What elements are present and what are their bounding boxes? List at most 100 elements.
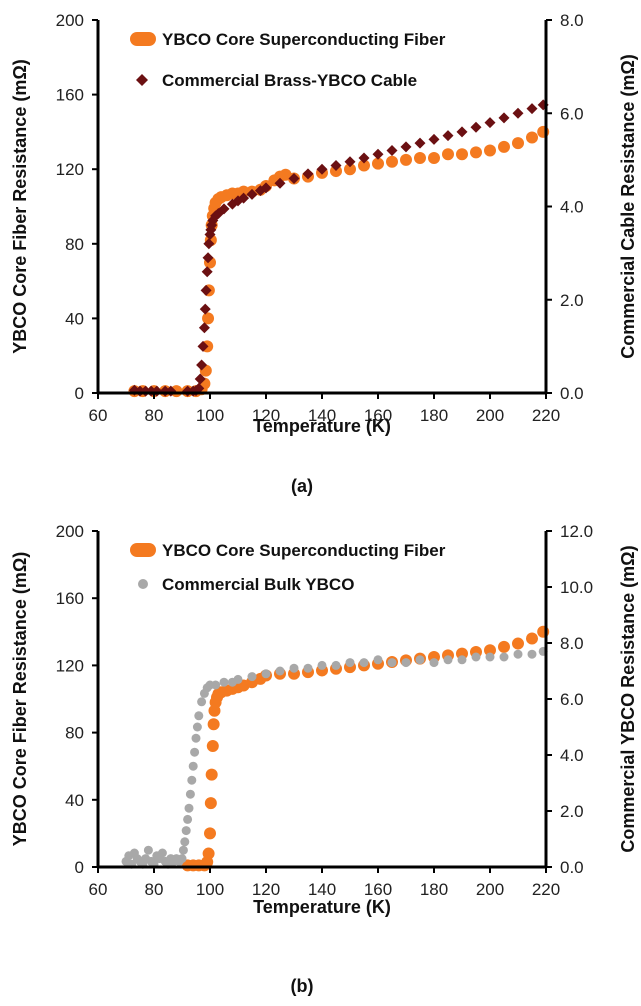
x-tick-label: 60: [89, 880, 108, 899]
y-right-tick-label: 12.0: [560, 522, 593, 541]
data-point: [344, 163, 356, 176]
y-left-tick-label: 40: [65, 791, 84, 810]
legend-label: Commercial Bulk YBCO: [162, 575, 354, 594]
data-point: [317, 660, 327, 670]
y-left-tick-label: 0: [75, 384, 84, 403]
data-point: [443, 655, 453, 665]
data-point: [484, 644, 496, 657]
x-tick-label: 140: [308, 880, 336, 899]
data-point: [199, 303, 211, 315]
data-point: [372, 157, 384, 170]
y-left-tick-label: 200: [56, 522, 84, 541]
data-point: [415, 655, 425, 665]
x-tick-label: 220: [532, 406, 560, 425]
data-point: [471, 652, 481, 662]
legend-item: YBCO Core Superconducting Fiber: [130, 30, 446, 49]
data-point: [513, 649, 523, 659]
data-point: [178, 845, 188, 855]
data-point: [247, 672, 257, 682]
data-point: [180, 837, 190, 847]
legend-swatch: [130, 32, 156, 46]
x-axis-title: Temperature (K): [253, 416, 391, 436]
data-point: [372, 148, 384, 160]
data-point: [206, 740, 219, 753]
y-left-tick-label: 160: [56, 86, 84, 105]
data-point: [183, 814, 193, 824]
x-tick-label: 100: [196, 880, 224, 899]
legend-label: YBCO Core Superconducting Fiber: [162, 30, 446, 49]
data-point: [470, 146, 482, 159]
data-point: [261, 669, 271, 679]
data-point: [358, 152, 370, 164]
data-point: [219, 677, 229, 687]
y-left-tick-label: 80: [65, 724, 84, 743]
data-point: [499, 652, 509, 662]
legend-item: YBCO Core Superconducting Fiber: [130, 541, 446, 560]
data-point: [238, 192, 250, 204]
x-tick-label: 160: [364, 406, 392, 425]
data-point: [200, 284, 212, 296]
data-point: [275, 666, 285, 676]
data-point: [260, 182, 272, 194]
data-point: [233, 674, 243, 684]
y-left-tick-label: 120: [56, 656, 84, 675]
data-point: [442, 148, 454, 161]
data-point: [143, 845, 153, 855]
data-point: [204, 827, 216, 840]
data-point: [204, 797, 217, 810]
data-point: [400, 141, 412, 153]
data-point: [187, 775, 197, 785]
data-point: [456, 148, 468, 161]
y-left-tick-label: 80: [65, 235, 84, 254]
data-point: [218, 203, 230, 215]
data-point: [202, 312, 215, 325]
data-point: [193, 382, 205, 394]
legend: YBCO Core Superconducting Fiber Commercia…: [130, 541, 446, 594]
data-point: [526, 131, 538, 144]
data-point: [274, 177, 286, 189]
y-left-tick-label: 40: [65, 309, 84, 328]
legend-item: Commercial Brass-YBCO Cable: [136, 71, 417, 90]
x-tick-label: 160: [364, 880, 392, 899]
y-right-tick-label: 6.0: [560, 104, 584, 123]
data-point: [526, 632, 538, 645]
legend-swatch: [130, 543, 156, 557]
data-point: [457, 655, 467, 665]
chart-panel-2: 60 80 100 120 140 160 180 200 220 0 40 80 120 160 200 0…: [10, 522, 638, 996]
panel-label: (a): [291, 476, 313, 496]
data-point: [205, 768, 218, 781]
legend-label: YBCO Core Superconducting Fiber: [162, 541, 446, 560]
x-axis-title: Temperature (K): [253, 897, 391, 917]
data-point: [359, 658, 369, 668]
data-point: [201, 266, 213, 278]
data-point: [196, 359, 208, 371]
data-point: [498, 140, 510, 153]
x-tick-label: 180: [420, 406, 448, 425]
series-2: [128, 99, 549, 397]
data-point: [203, 238, 215, 250]
data-point: [414, 152, 426, 165]
data-point: [373, 655, 383, 665]
data-point: [498, 640, 510, 653]
data-point: [428, 133, 440, 145]
data-point: [202, 252, 214, 264]
data-point: [414, 137, 426, 149]
data-point: [202, 847, 215, 860]
x-tick-label: 100: [196, 406, 224, 425]
panel-label: (b): [291, 976, 314, 996]
y-left-tick-label: 200: [56, 11, 84, 30]
data-point: [316, 163, 328, 175]
legend-item: Commercial Bulk YBCO: [138, 575, 354, 594]
legend-label: Commercial Brass-YBCO Cable: [162, 71, 417, 90]
data-point: [184, 803, 194, 813]
legend-swatch: [136, 74, 148, 86]
data-point: [157, 848, 167, 858]
y-left-tick-label: 120: [56, 160, 84, 179]
data-point: [177, 854, 187, 864]
data-point: [303, 663, 313, 673]
data-point: [192, 722, 202, 732]
data-point: [429, 658, 439, 668]
data-point: [190, 747, 200, 757]
x-tick-label: 200: [476, 406, 504, 425]
data-point: [207, 718, 220, 731]
